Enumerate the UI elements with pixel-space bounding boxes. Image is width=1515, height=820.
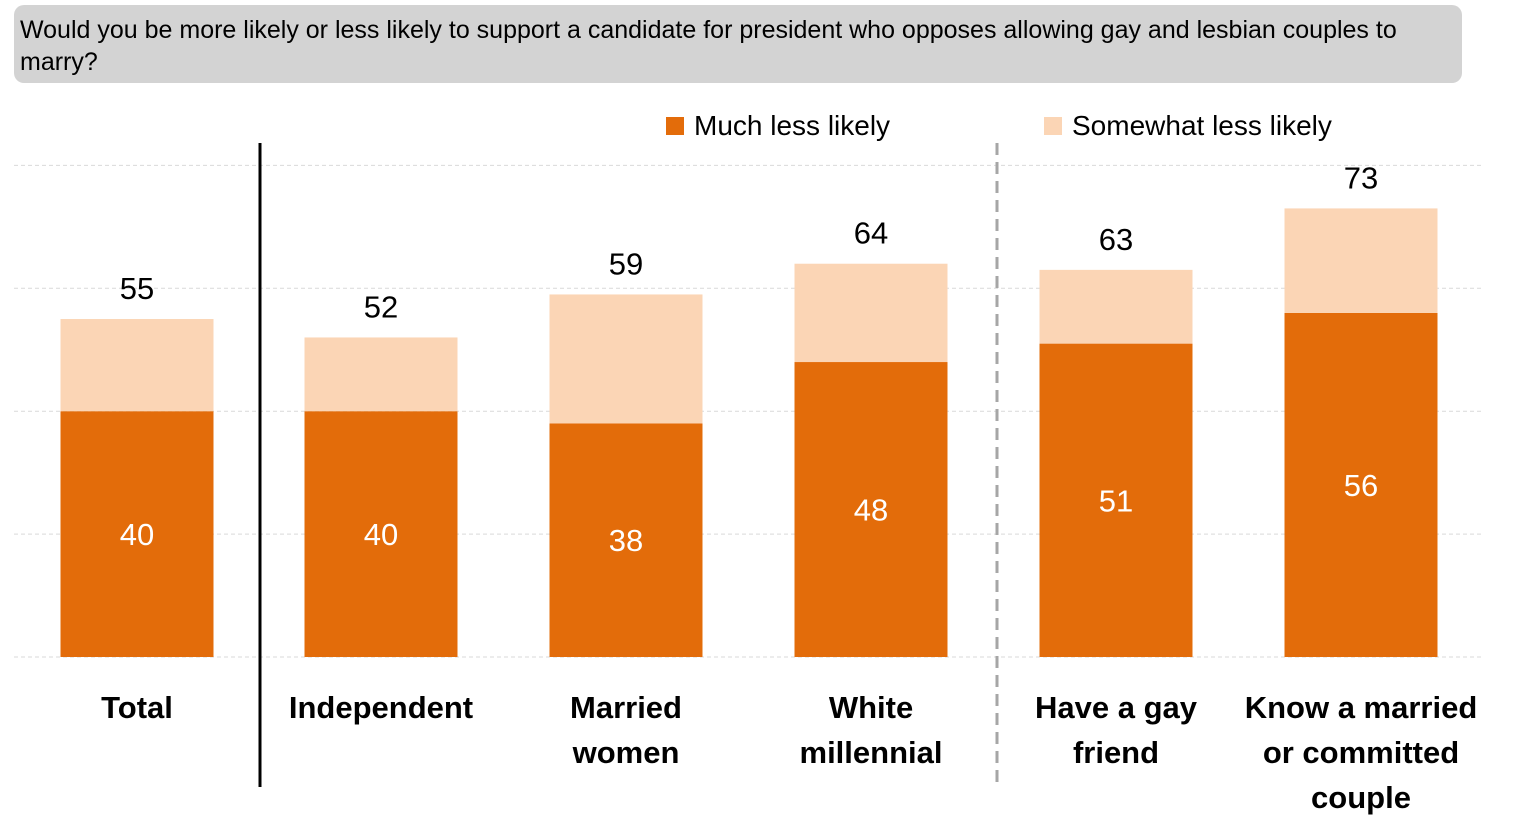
bar-total-label: 55 (120, 271, 154, 306)
category-label-line: women (572, 735, 680, 770)
bar-total-label: 73 (1344, 160, 1378, 195)
legend-swatch-much-less (666, 117, 684, 135)
category-label: Married women (570, 690, 682, 770)
legend-much-less: Much less likely (666, 110, 890, 142)
category-label: Have a gay friend (1035, 690, 1198, 770)
bar-much-less (60, 411, 214, 657)
bar-total-label: 63 (1099, 222, 1133, 257)
bar-somewhat-less (304, 337, 458, 412)
bar-value-label: 48 (854, 493, 888, 528)
bar-much-less (304, 411, 458, 657)
bar-somewhat-less (794, 263, 948, 363)
category-label-line: Know a married (1245, 690, 1478, 725)
bar-somewhat-less (549, 294, 703, 424)
bar-value-label: 56 (1344, 468, 1378, 503)
bar-total-label: 52 (364, 289, 398, 324)
category-label: Independent (289, 690, 473, 725)
bar-somewhat-less (1284, 208, 1438, 313)
legend-swatch-somewhat-less (1044, 117, 1062, 135)
bar-value-label: 38 (609, 523, 643, 558)
category-label-line: millennial (800, 735, 943, 770)
category-label: White millennial (800, 690, 943, 770)
question-text: Would you be more likely or less likely … (20, 16, 1397, 76)
bar-much-less (1284, 312, 1438, 657)
category-label-line: Married (570, 690, 682, 725)
bar-much-less (1039, 343, 1193, 657)
category-label: Know a married or committed couple (1245, 690, 1478, 815)
bar-much-less (794, 362, 948, 657)
bar-total-label: 64 (854, 216, 888, 251)
category-label-line: or committed (1263, 735, 1459, 770)
category-label-line: White (829, 690, 913, 725)
category-label: Total (101, 690, 173, 725)
question-box: Would you be more likely or less likely … (14, 5, 1462, 83)
bar-somewhat-less (1039, 269, 1193, 344)
bar-total-label: 59 (609, 246, 643, 281)
bar-somewhat-less (60, 319, 214, 412)
bar-value-label: 51 (1099, 483, 1133, 518)
legend-somewhat-less: Somewhat less likely (1044, 110, 1332, 142)
category-label-line: Independent (289, 690, 473, 725)
bar-value-label: 40 (364, 517, 398, 552)
category-label-line: Total (101, 690, 173, 725)
bar-value-label: 40 (120, 517, 154, 552)
legend-label-much-less: Much less likely (694, 110, 891, 141)
category-label-line: Have a gay (1035, 690, 1198, 725)
bar-much-less (549, 423, 703, 657)
category-label-line: friend (1073, 735, 1159, 770)
legend-label-somewhat-less: Somewhat less likely (1072, 110, 1332, 141)
category-label-line: couple (1311, 780, 1411, 815)
